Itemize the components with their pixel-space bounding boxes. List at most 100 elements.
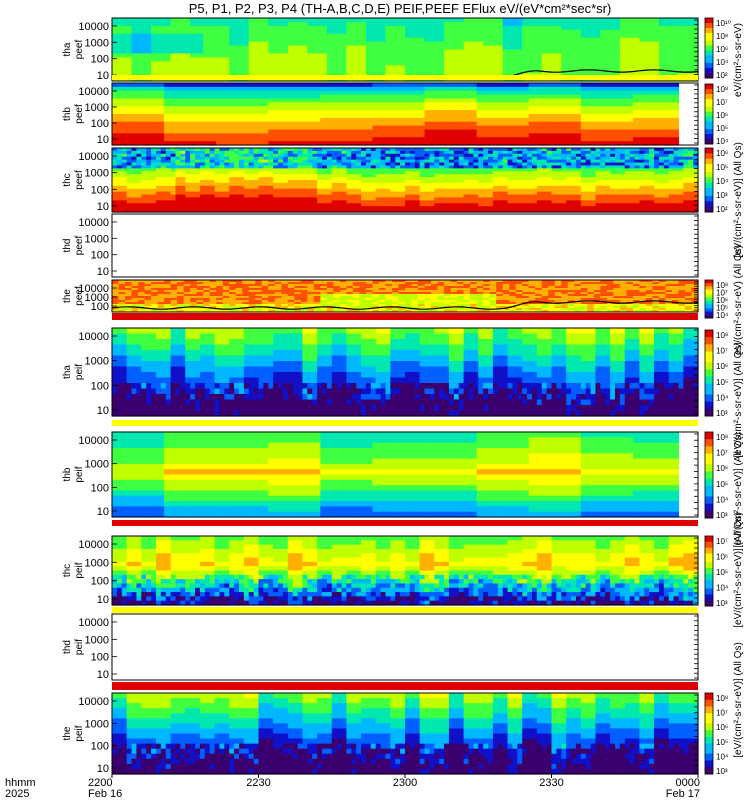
heatmap-cell: [333, 91, 340, 95]
heatmap-cell: [151, 69, 158, 74]
heatmap-cell: [366, 30, 373, 35]
heatmap-cell: [249, 137, 256, 141]
heatmap-cell: [372, 38, 379, 43]
heatmap-cell: [210, 38, 217, 43]
heatmap-cell: [385, 26, 392, 31]
heatmap-cell: [353, 126, 360, 130]
heatmap-cell: [359, 22, 366, 27]
heatmap-cell: [346, 118, 353, 122]
heatmap-cell: [457, 57, 464, 62]
heatmap-cell: [665, 65, 672, 70]
heatmap-cell: [379, 38, 386, 43]
heatmap-cell: [425, 50, 432, 55]
heatmap-cell: [431, 110, 438, 114]
heatmap-cell: [607, 38, 614, 43]
heatmap-cell: [268, 61, 275, 66]
heatmap-cell: [561, 130, 568, 134]
heatmap-cell: [210, 130, 217, 134]
heatmap-cell: [346, 87, 353, 91]
heatmap-cell: [431, 22, 438, 27]
heatmap-cell: [503, 53, 510, 58]
heatmap-cell: [542, 65, 549, 70]
heatmap-cell: [659, 114, 666, 118]
heatmap-cell: [171, 133, 178, 137]
heatmap-cell: [301, 110, 308, 114]
y-tick-label: 100: [91, 54, 109, 66]
heatmap-cell: [171, 53, 178, 58]
heatmap-cell: [659, 46, 666, 51]
heatmap-cell: [659, 57, 666, 62]
heatmap-cell: [490, 42, 497, 47]
heatmap-cell: [535, 22, 542, 27]
heatmap-cell: [639, 22, 646, 27]
heatmap-cell: [392, 122, 399, 126]
heatmap-cell: [145, 102, 152, 106]
heatmap-cell: [548, 65, 555, 70]
heatmap-cell: [594, 61, 601, 66]
heatmap-cell: [359, 91, 366, 95]
heatmap-cell: [542, 46, 549, 51]
heatmap-cell: [242, 99, 249, 103]
heatmap-cell: [509, 99, 516, 103]
heatmap-cell: [418, 114, 425, 118]
heatmap-cell: [600, 30, 607, 35]
heatmap-cell: [490, 26, 497, 31]
heatmap-cell: [600, 34, 607, 39]
heatmap-cell: [438, 87, 445, 91]
heatmap-cell: [151, 114, 158, 118]
heatmap-cell: [438, 50, 445, 55]
heatmap-cell: [483, 106, 490, 110]
heatmap-cell: [451, 137, 458, 141]
heatmap-cell: [132, 42, 139, 47]
heatmap-cell: [522, 46, 529, 51]
heatmap-cell: [483, 26, 490, 31]
heatmap-cell: [145, 61, 152, 66]
heatmap-cell: [392, 130, 399, 134]
heatmap-cell: [307, 133, 314, 137]
heatmap-cell: [229, 114, 236, 118]
heatmap-cell: [574, 65, 581, 70]
heatmap-cell: [652, 137, 659, 141]
heatmap-cell: [171, 61, 178, 66]
heatmap-cell: [503, 38, 510, 43]
heatmap-cell: [151, 118, 158, 122]
heatmap-cell: [516, 102, 523, 106]
heatmap-cell: [555, 57, 562, 62]
heatmap-cell: [568, 87, 575, 91]
heatmap-cell: [229, 53, 236, 58]
heatmap-cell: [255, 126, 262, 130]
heatmap-cell: [464, 83, 471, 87]
heatmap-cell: [281, 87, 288, 91]
heatmap-cell: [496, 30, 503, 35]
heatmap-cell: [639, 137, 646, 141]
heatmap-cell: [268, 50, 275, 55]
heatmap-cell: [333, 99, 340, 103]
heatmap-cell: [607, 110, 614, 114]
heatmap-cell: [646, 133, 653, 137]
heatmap-cell: [197, 69, 204, 74]
heatmap-cell: [333, 42, 340, 47]
heatmap-cell: [346, 46, 353, 51]
heatmap-cell: [125, 106, 132, 110]
heatmap-cell: [385, 91, 392, 95]
heatmap-cell: [340, 95, 347, 99]
heatmap-cell: [425, 95, 432, 99]
heatmap-cell: [574, 46, 581, 51]
heatmap-cell: [184, 110, 191, 114]
heatmap-cell: [678, 38, 685, 43]
heatmap-cell: [268, 106, 275, 110]
heatmap-cell: [379, 130, 386, 134]
heatmap-cell: [190, 69, 197, 74]
heatmap-cell: [398, 130, 405, 134]
heatmap-cell: [294, 83, 301, 87]
heatmap-cell: [548, 42, 555, 47]
heatmap-cell: [431, 53, 438, 58]
heatmap-cell: [320, 53, 327, 58]
heatmap-cell: [314, 130, 321, 134]
heatmap-cell: [177, 50, 184, 55]
heatmap-cell: [542, 114, 549, 118]
heatmap-cell: [262, 61, 269, 66]
heatmap-cell: [561, 26, 568, 31]
heatmap-cell: [555, 42, 562, 47]
